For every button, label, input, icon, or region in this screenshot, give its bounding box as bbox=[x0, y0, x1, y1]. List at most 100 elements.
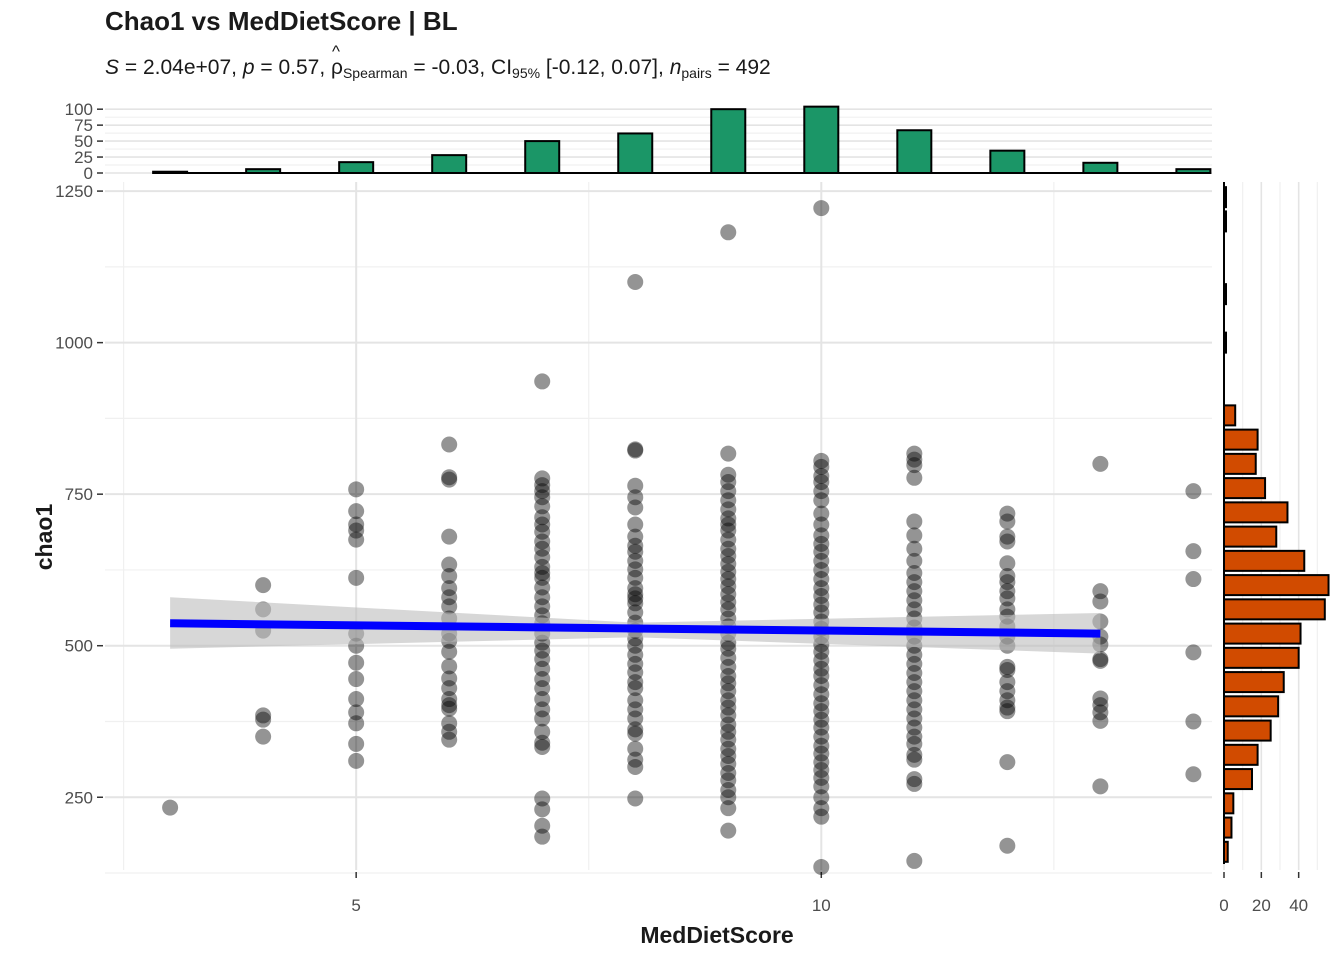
data-point bbox=[1185, 483, 1202, 500]
data-point bbox=[906, 552, 923, 569]
y-tick-label: 750 bbox=[65, 485, 93, 504]
data-point bbox=[813, 452, 830, 469]
top-hist-bar bbox=[431, 154, 468, 174]
data-point bbox=[720, 540, 737, 557]
data-point bbox=[348, 522, 365, 539]
data-point bbox=[720, 492, 737, 509]
data-point bbox=[534, 564, 551, 581]
data-point bbox=[627, 710, 644, 727]
data-point bbox=[720, 649, 737, 666]
n-value: = 492 bbox=[717, 56, 771, 79]
data-point bbox=[534, 671, 551, 688]
data-point bbox=[348, 503, 365, 520]
data-point bbox=[720, 531, 737, 548]
data-point bbox=[720, 740, 737, 757]
data-point bbox=[906, 592, 923, 609]
right-hist-bar bbox=[1223, 719, 1272, 742]
data-point bbox=[906, 775, 923, 792]
right-hist-bar bbox=[1223, 501, 1289, 524]
data-point bbox=[441, 471, 458, 488]
data-point bbox=[813, 543, 830, 560]
data-point bbox=[906, 746, 923, 763]
top-hist-bar bbox=[245, 168, 282, 175]
data-point bbox=[813, 728, 830, 745]
right-hist-bar bbox=[1223, 283, 1227, 306]
data-point bbox=[348, 654, 365, 671]
data-point bbox=[627, 537, 644, 554]
data-point bbox=[813, 668, 830, 685]
data-point bbox=[720, 474, 737, 491]
top-hist-bar bbox=[1082, 161, 1119, 175]
data-point bbox=[627, 740, 644, 757]
data-point bbox=[720, 640, 737, 657]
data-point bbox=[999, 568, 1016, 585]
data-point bbox=[906, 583, 923, 600]
data-point bbox=[627, 595, 644, 612]
data-point bbox=[813, 580, 830, 597]
data-point bbox=[534, 651, 551, 668]
data-point bbox=[813, 800, 830, 817]
data-point bbox=[441, 643, 458, 660]
data-point bbox=[999, 555, 1016, 572]
right-hist-bar bbox=[1223, 695, 1280, 718]
data-point bbox=[813, 492, 830, 509]
data-point bbox=[534, 660, 551, 677]
data-point bbox=[813, 652, 830, 669]
data-point bbox=[813, 467, 830, 484]
regression-line bbox=[170, 619, 1101, 638]
top-hist-bar bbox=[152, 170, 189, 175]
data-point bbox=[627, 580, 644, 597]
data-point bbox=[627, 790, 644, 807]
y-tick-label: 1250 bbox=[55, 182, 93, 201]
data-point bbox=[906, 719, 923, 736]
data-point bbox=[534, 470, 551, 487]
data-point bbox=[348, 671, 365, 688]
data-point bbox=[813, 745, 830, 762]
data-point bbox=[813, 552, 830, 569]
data-point bbox=[906, 852, 923, 869]
data-point bbox=[906, 469, 923, 486]
data-point bbox=[534, 516, 551, 533]
data-point bbox=[813, 604, 830, 621]
data-point bbox=[720, 716, 737, 733]
right-hist-bar bbox=[1223, 477, 1267, 500]
data-point bbox=[813, 754, 830, 771]
data-point bbox=[813, 596, 830, 613]
p-value: = 0.57, bbox=[260, 56, 326, 79]
ci-label: CI bbox=[491, 56, 513, 79]
data-point bbox=[348, 569, 365, 586]
y-tick-label: 1000 bbox=[55, 334, 93, 353]
data-point bbox=[813, 571, 830, 588]
data-point bbox=[534, 579, 551, 596]
data-point bbox=[534, 710, 551, 727]
data-point bbox=[255, 707, 272, 724]
data-point bbox=[1092, 651, 1109, 668]
data-point bbox=[813, 677, 830, 694]
top-hist-bar bbox=[896, 129, 933, 174]
right-hist-bar bbox=[1223, 186, 1227, 209]
data-point bbox=[627, 561, 644, 578]
data-point bbox=[813, 695, 830, 712]
data-point bbox=[534, 509, 551, 526]
data-point bbox=[1092, 697, 1109, 714]
top-hist-tick-label: 25 bbox=[74, 148, 93, 167]
rho-symbol: ρ bbox=[331, 42, 343, 80]
right-hist-bar bbox=[1223, 622, 1302, 645]
data-point bbox=[441, 580, 458, 597]
data-point bbox=[999, 683, 1016, 700]
data-point bbox=[999, 601, 1016, 618]
right-hist-tick-label: 20 bbox=[1252, 896, 1271, 915]
data-point bbox=[720, 483, 737, 500]
data-point bbox=[441, 723, 458, 740]
data-point bbox=[627, 516, 644, 533]
data-point bbox=[720, 765, 737, 782]
data-point bbox=[1092, 778, 1109, 795]
data-point bbox=[720, 516, 737, 533]
data-point bbox=[720, 668, 737, 685]
data-point bbox=[720, 563, 737, 580]
data-point bbox=[813, 660, 830, 677]
data-point bbox=[906, 728, 923, 745]
data-point bbox=[906, 527, 923, 544]
data-point bbox=[720, 578, 737, 595]
